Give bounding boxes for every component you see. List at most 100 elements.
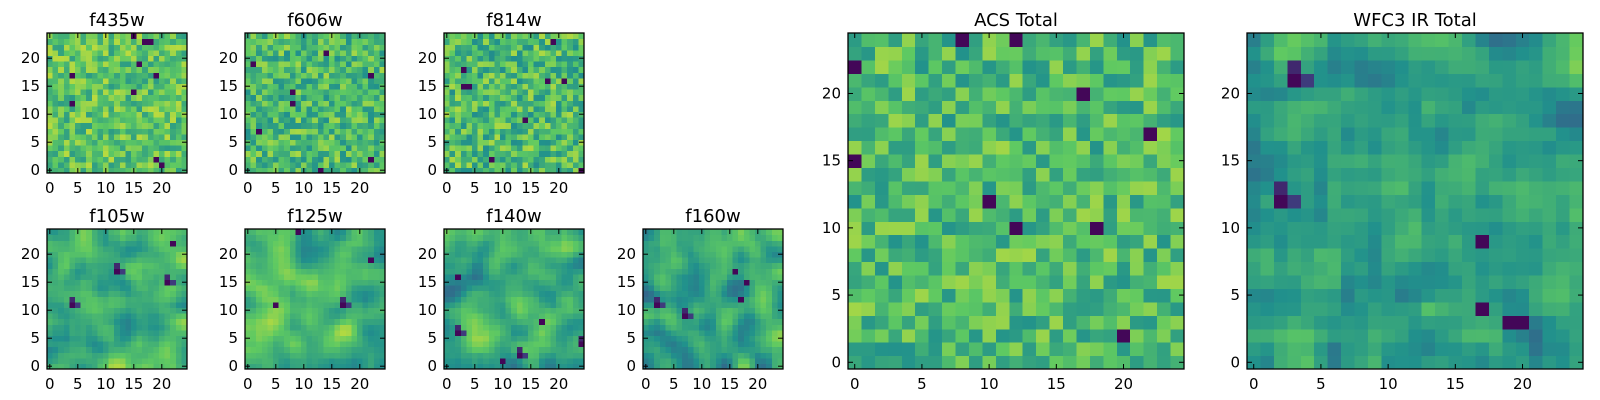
heatmap-cell [136,61,143,68]
heatmap-cell [511,352,518,359]
heatmap-cell [522,245,529,252]
heatmap-cell [114,285,121,292]
heatmap-cell [379,262,386,269]
heatmap-cell [755,268,762,275]
heatmap-cell [648,324,655,331]
heatmap-cell [58,44,65,51]
heatmap-cell [455,100,462,107]
heatmap-cell [312,100,319,107]
heatmap-cell [505,61,512,68]
heatmap-cell [648,279,655,286]
heatmap-cell [460,268,467,275]
heatmap-cell [131,44,138,51]
heatmap-cell [755,262,762,269]
heatmap-cell [267,251,274,258]
panel-title: f105w [89,206,144,227]
heatmap-cell [1130,261,1145,276]
heatmap-cell [755,357,762,364]
heatmap-cell [572,105,579,112]
heatmap-cell [170,89,177,96]
heatmap-cell [69,279,76,286]
heatmap-cell [357,307,364,314]
heatmap-cell [351,38,358,45]
heatmap-cell [91,66,98,73]
heatmap-cell [460,313,467,320]
heatmap-cell [295,229,302,236]
heatmap-cell [539,357,546,364]
heatmap-cell [345,44,352,51]
heatmap-cell [743,279,750,286]
heatmap-cell [114,290,121,297]
heatmap-cell [351,133,358,140]
heatmap-cell [136,117,143,124]
heatmap-cell [368,38,375,45]
heatmap-cell [52,105,59,112]
heatmap-cell [301,161,308,168]
heatmap-cell [522,273,529,280]
heatmap-cell [108,161,115,168]
heatmap-cell [131,352,138,359]
heatmap-cell [136,324,143,331]
heatmap-cell [295,273,302,280]
heatmap-cell [58,89,65,96]
heatmap-cell [164,100,171,107]
heatmap-cell [1076,167,1091,182]
heatmap-cell [1170,301,1185,316]
heatmap-cell [97,273,104,280]
heatmap-cell [928,355,943,370]
heatmap-cell [544,279,551,286]
heatmap-cell [340,83,347,90]
heatmap-cell [455,61,462,68]
heatmap-cell [1130,167,1145,182]
heatmap-cell [472,290,479,297]
heatmap-cell [749,268,756,275]
heatmap-cell [915,248,930,263]
heatmap-cell [131,49,138,56]
heatmap-cell [654,262,661,269]
heatmap-cell [125,363,132,370]
heatmap-cell [340,245,347,252]
heatmap-cell [373,161,380,168]
heatmap-cell [273,66,280,73]
heatmap-cell [466,318,473,325]
heatmap-cell [771,357,778,364]
heatmap-cell [455,257,462,264]
heatmap-cell [848,355,863,370]
heatmap-cell [261,324,268,331]
heatmap-cell [544,251,551,258]
x-tick-label: 0 [442,179,452,197]
heatmap-cell [466,83,473,90]
heatmap-cell [306,167,313,174]
heatmap-cell [687,279,694,286]
heatmap-cell [351,94,358,101]
heatmap-cell [153,33,160,40]
heatmap-cell [181,77,188,84]
heatmap-cell [47,296,54,303]
heatmap-cell [284,139,291,146]
heatmap-cell [329,301,336,308]
heatmap-cell [928,342,943,357]
heatmap-cell [379,61,386,68]
heatmap-cell [357,55,364,62]
heatmap-cell [362,296,369,303]
heatmap-cell [528,61,535,68]
heatmap-cell [261,234,268,241]
axes-frame [46,32,188,174]
heatmap-cell [556,55,563,62]
heatmap-cell [528,150,535,157]
heatmap-cell [928,315,943,330]
heatmap-cell [284,66,291,73]
heatmap-cell [516,167,523,174]
heatmap-cell [97,150,104,157]
heatmap-cell [164,285,171,292]
heatmap-cell [142,318,149,325]
heatmap-cell [561,167,568,174]
heatmap-cell [466,117,473,124]
heatmap-cell [888,180,903,195]
heatmap-cell [494,33,501,40]
panel-title: f814w [486,10,541,31]
heatmap-cell [1130,274,1145,289]
heatmap-cell [181,329,188,336]
heatmap-cell [114,329,121,336]
heatmap-cell [738,296,745,303]
